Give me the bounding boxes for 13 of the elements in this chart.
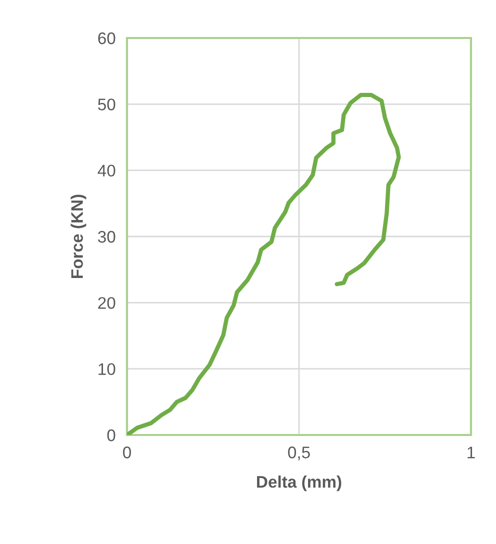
y-tick-label: 20 <box>98 297 116 309</box>
y-tick-label: 10 <box>98 363 116 376</box>
x-tick-label: 0 <box>123 446 131 458</box>
x-axis-title: Delta (mm) <box>257 476 342 492</box>
y-tick-label: 40 <box>98 164 116 177</box>
x-tick-label: 0,5 <box>288 446 310 460</box>
line-series <box>127 92 401 435</box>
y-tick-label: 30 <box>98 230 116 243</box>
y-tick-label: 0 <box>107 429 116 442</box>
y-axis-title: Force (KN) <box>70 194 86 278</box>
x-tick-label: 1 <box>468 446 475 458</box>
y-tick-label: 60 <box>98 32 116 44</box>
y-tick-label: 50 <box>98 98 116 110</box>
